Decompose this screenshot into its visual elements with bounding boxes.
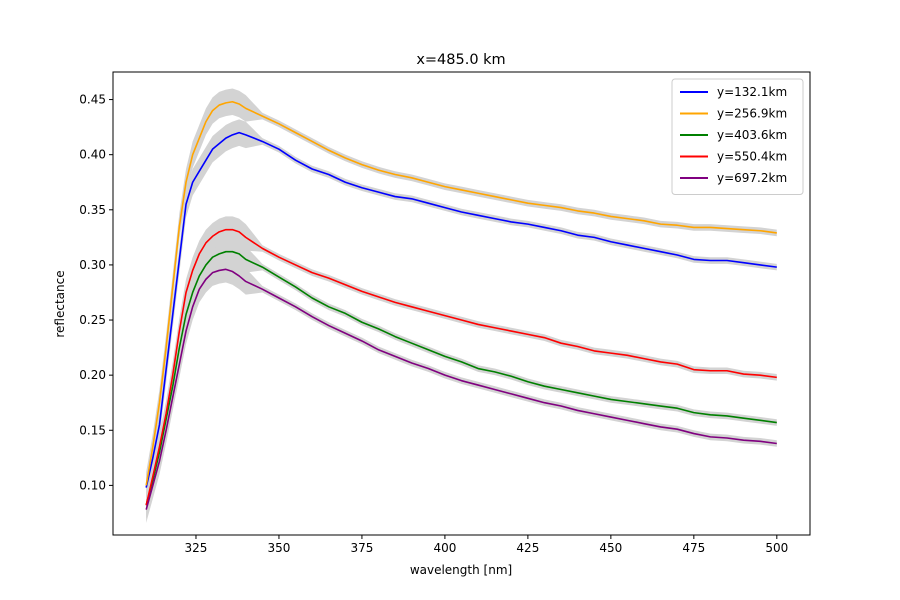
x-tick-label: 500 <box>765 541 788 555</box>
series-line-3 <box>145 228 777 506</box>
series-line-2 <box>145 250 777 506</box>
series-line-0 <box>145 131 777 488</box>
legend-label-2: y=403.6km <box>717 128 787 142</box>
x-axis: 325 350 375 400 425 450 475 500 <box>185 535 788 555</box>
y-tick-label: 0.45 <box>79 93 106 107</box>
y-tick-label: 0.35 <box>79 203 106 217</box>
x-tick-label: 325 <box>185 541 208 555</box>
x-tick-label: 475 <box>682 541 705 555</box>
legend-label-4: y=697.2km <box>717 171 787 185</box>
y-axis: 0.10 0.15 0.20 0.25 0.30 0.35 0.40 0.45 <box>79 93 113 492</box>
x-tick-label: 350 <box>267 541 290 555</box>
y-tick-label: 0.15 <box>79 423 106 437</box>
legend-label-3: y=550.4km <box>717 150 787 164</box>
legend-label-1: y=256.9km <box>717 107 787 121</box>
uncertainty-bands <box>146 88 777 523</box>
uncertainty-band-3 <box>146 216 777 519</box>
legend-label-0: y=132.1km <box>717 85 787 99</box>
x-tick-label: 400 <box>433 541 456 555</box>
y-tick-label: 0.30 <box>79 258 106 272</box>
y-tick-label: 0.40 <box>79 148 106 162</box>
series-lines <box>145 100 777 510</box>
plot-area-frame <box>112 71 811 536</box>
x-axis-label: wavelength [nm] <box>410 563 512 577</box>
uncertainty-band-4 <box>146 256 777 523</box>
series-line-4 <box>145 268 777 510</box>
y-tick-label: 0.10 <box>79 478 106 492</box>
legend: y=132.1km y=256.9km y=403.6km y=550.4km y=69… <box>671 78 804 195</box>
x-tick-label: 450 <box>599 541 622 555</box>
legend-box <box>671 78 804 195</box>
x-tick-label: 425 <box>516 541 539 555</box>
y-axis-label: reflectance <box>53 270 67 337</box>
y-tick-label: 0.20 <box>79 368 106 382</box>
chart-title: x=485.0 km <box>416 52 505 68</box>
x-tick-label: 375 <box>350 541 373 555</box>
series-line-1 <box>145 100 777 486</box>
uncertainty-band-0 <box>146 119 777 501</box>
y-tick-label: 0.25 <box>79 313 106 327</box>
